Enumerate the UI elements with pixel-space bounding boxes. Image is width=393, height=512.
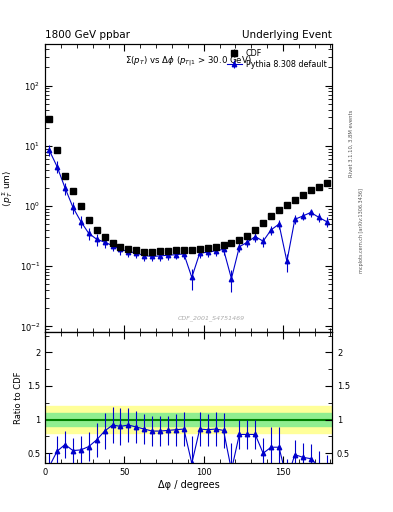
Text: CDF_2001_S4751469: CDF_2001_S4751469: [178, 315, 245, 321]
X-axis label: Δφ / degrees: Δφ / degrees: [158, 480, 220, 490]
Text: 1800 GeV ppbar: 1800 GeV ppbar: [45, 30, 130, 40]
Y-axis label: Ratio to CDF: Ratio to CDF: [14, 372, 23, 424]
Text: Underlying Event: Underlying Event: [242, 30, 332, 40]
Text: mcplots.cern.ch [arXiv:1306.3436]: mcplots.cern.ch [arXiv:1306.3436]: [359, 188, 364, 273]
Text: $\Sigma(p_T)$ vs $\Delta\phi$ ($p_{T|1}$ > 30.0 GeV): $\Sigma(p_T)$ vs $\Delta\phi$ ($p_{T|1}$…: [125, 55, 252, 69]
Legend: CDF, Pythia 8.308 default: CDF, Pythia 8.308 default: [226, 48, 328, 71]
Y-axis label: $\langle\, p_T^{\Sigma}$ um$\rangle$: $\langle\, p_T^{\Sigma}$ um$\rangle$: [0, 169, 15, 206]
Text: Rivet 3.1.10, 3.8M events: Rivet 3.1.10, 3.8M events: [349, 110, 354, 177]
